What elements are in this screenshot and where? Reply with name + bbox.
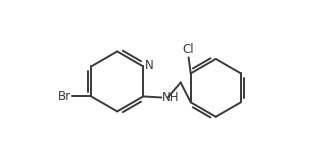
- Text: Cl: Cl: [183, 43, 194, 56]
- Text: N: N: [145, 59, 154, 72]
- Text: Br: Br: [58, 90, 71, 103]
- Text: NH: NH: [162, 91, 180, 104]
